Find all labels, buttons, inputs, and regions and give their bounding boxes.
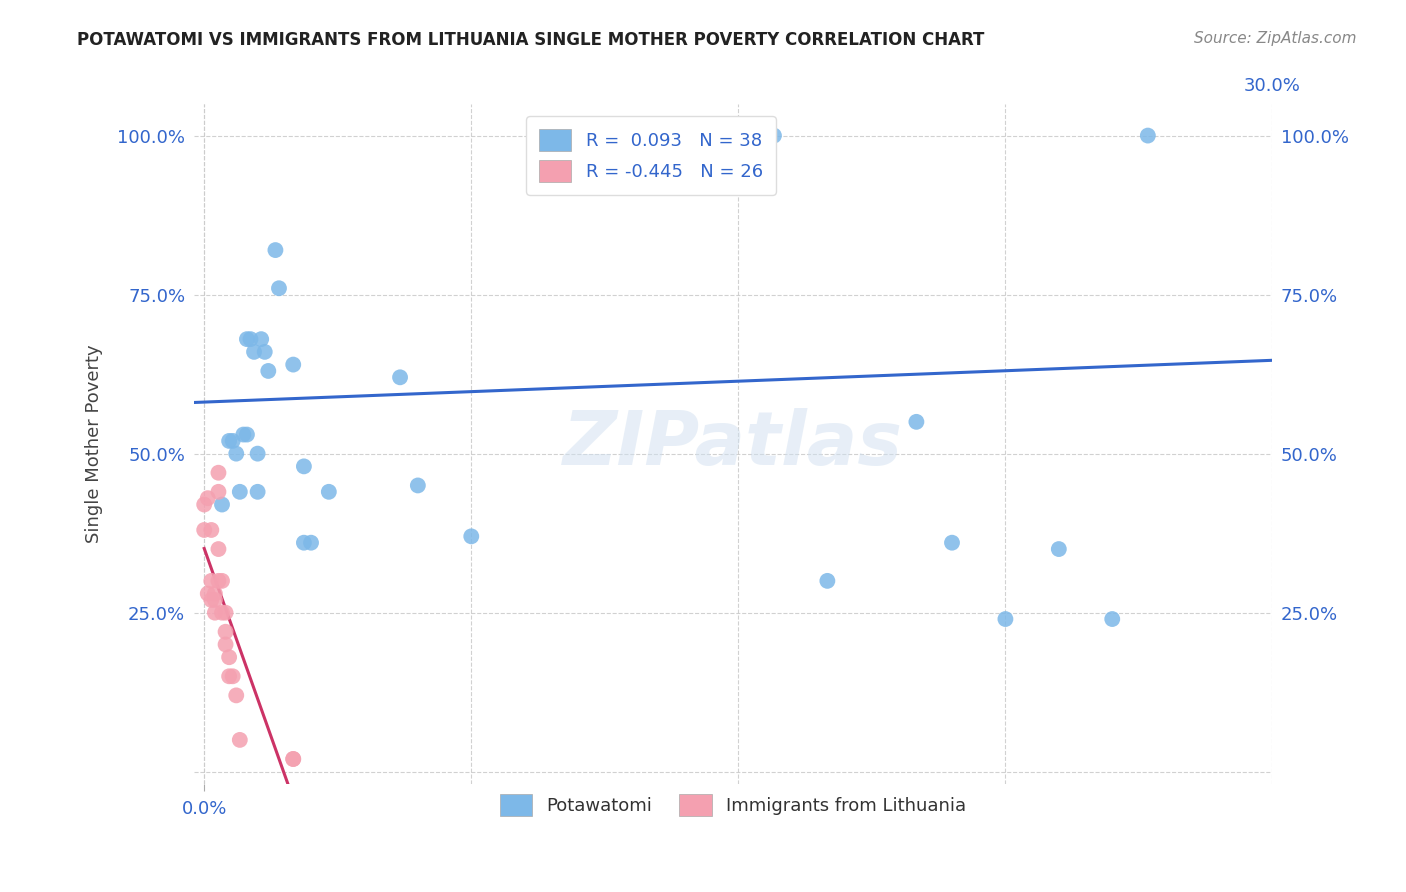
Point — [460, 529, 482, 543]
Point — [236, 332, 259, 346]
Point — [218, 669, 240, 683]
Point — [1047, 542, 1070, 557]
Text: Source: ZipAtlas.com: Source: ZipAtlas.com — [1194, 31, 1357, 46]
Text: POTAWATOMI VS IMMIGRANTS FROM LITHUANIA SINGLE MOTHER POVERTY CORRELATION CHART: POTAWATOMI VS IMMIGRANTS FROM LITHUANIA … — [77, 31, 984, 49]
Point — [207, 466, 229, 480]
Point — [250, 332, 273, 346]
Point — [406, 478, 429, 492]
Point — [225, 689, 247, 703]
Point — [267, 281, 290, 295]
Point — [214, 638, 236, 652]
Point — [204, 593, 226, 607]
Point — [214, 624, 236, 639]
Legend: Potawatomi, Immigrants from Lithuania: Potawatomi, Immigrants from Lithuania — [492, 787, 974, 823]
Text: ZIPatlas: ZIPatlas — [562, 408, 903, 481]
Point — [207, 542, 229, 557]
Point — [318, 484, 340, 499]
Point — [1136, 128, 1159, 143]
Point — [994, 612, 1017, 626]
Point — [218, 650, 240, 665]
Point — [200, 523, 222, 537]
Point — [762, 128, 785, 143]
Point — [243, 344, 266, 359]
Point — [905, 415, 928, 429]
Point — [253, 344, 276, 359]
Point — [299, 535, 322, 549]
Point — [389, 370, 412, 384]
Point — [211, 498, 233, 512]
Point — [232, 427, 254, 442]
Point — [264, 243, 287, 257]
Point — [229, 484, 252, 499]
Point — [1101, 612, 1123, 626]
Point — [292, 535, 315, 549]
Point — [197, 586, 219, 600]
Point — [257, 364, 280, 378]
Point — [207, 484, 229, 499]
Point — [211, 574, 233, 588]
Point — [214, 606, 236, 620]
Point — [239, 332, 262, 346]
Point — [638, 128, 661, 143]
Point — [225, 447, 247, 461]
Point — [283, 752, 305, 766]
Point — [246, 447, 269, 461]
Point — [236, 427, 259, 442]
Point — [602, 128, 624, 143]
Point — [200, 574, 222, 588]
Point — [941, 535, 963, 549]
Point — [283, 752, 305, 766]
Point — [197, 491, 219, 505]
Point — [692, 128, 714, 143]
Point — [246, 484, 269, 499]
Point — [200, 593, 222, 607]
Point — [193, 523, 215, 537]
Point — [211, 606, 233, 620]
Point — [221, 434, 243, 448]
Point — [229, 732, 252, 747]
Point — [709, 128, 731, 143]
Point — [815, 574, 838, 588]
Point — [204, 586, 226, 600]
Point — [218, 434, 240, 448]
Point — [207, 574, 229, 588]
Point — [221, 669, 243, 683]
Point — [745, 128, 768, 143]
Point — [193, 498, 215, 512]
Point — [283, 358, 305, 372]
Point — [292, 459, 315, 474]
Y-axis label: Single Mother Poverty: Single Mother Poverty — [86, 345, 103, 543]
Point — [204, 606, 226, 620]
